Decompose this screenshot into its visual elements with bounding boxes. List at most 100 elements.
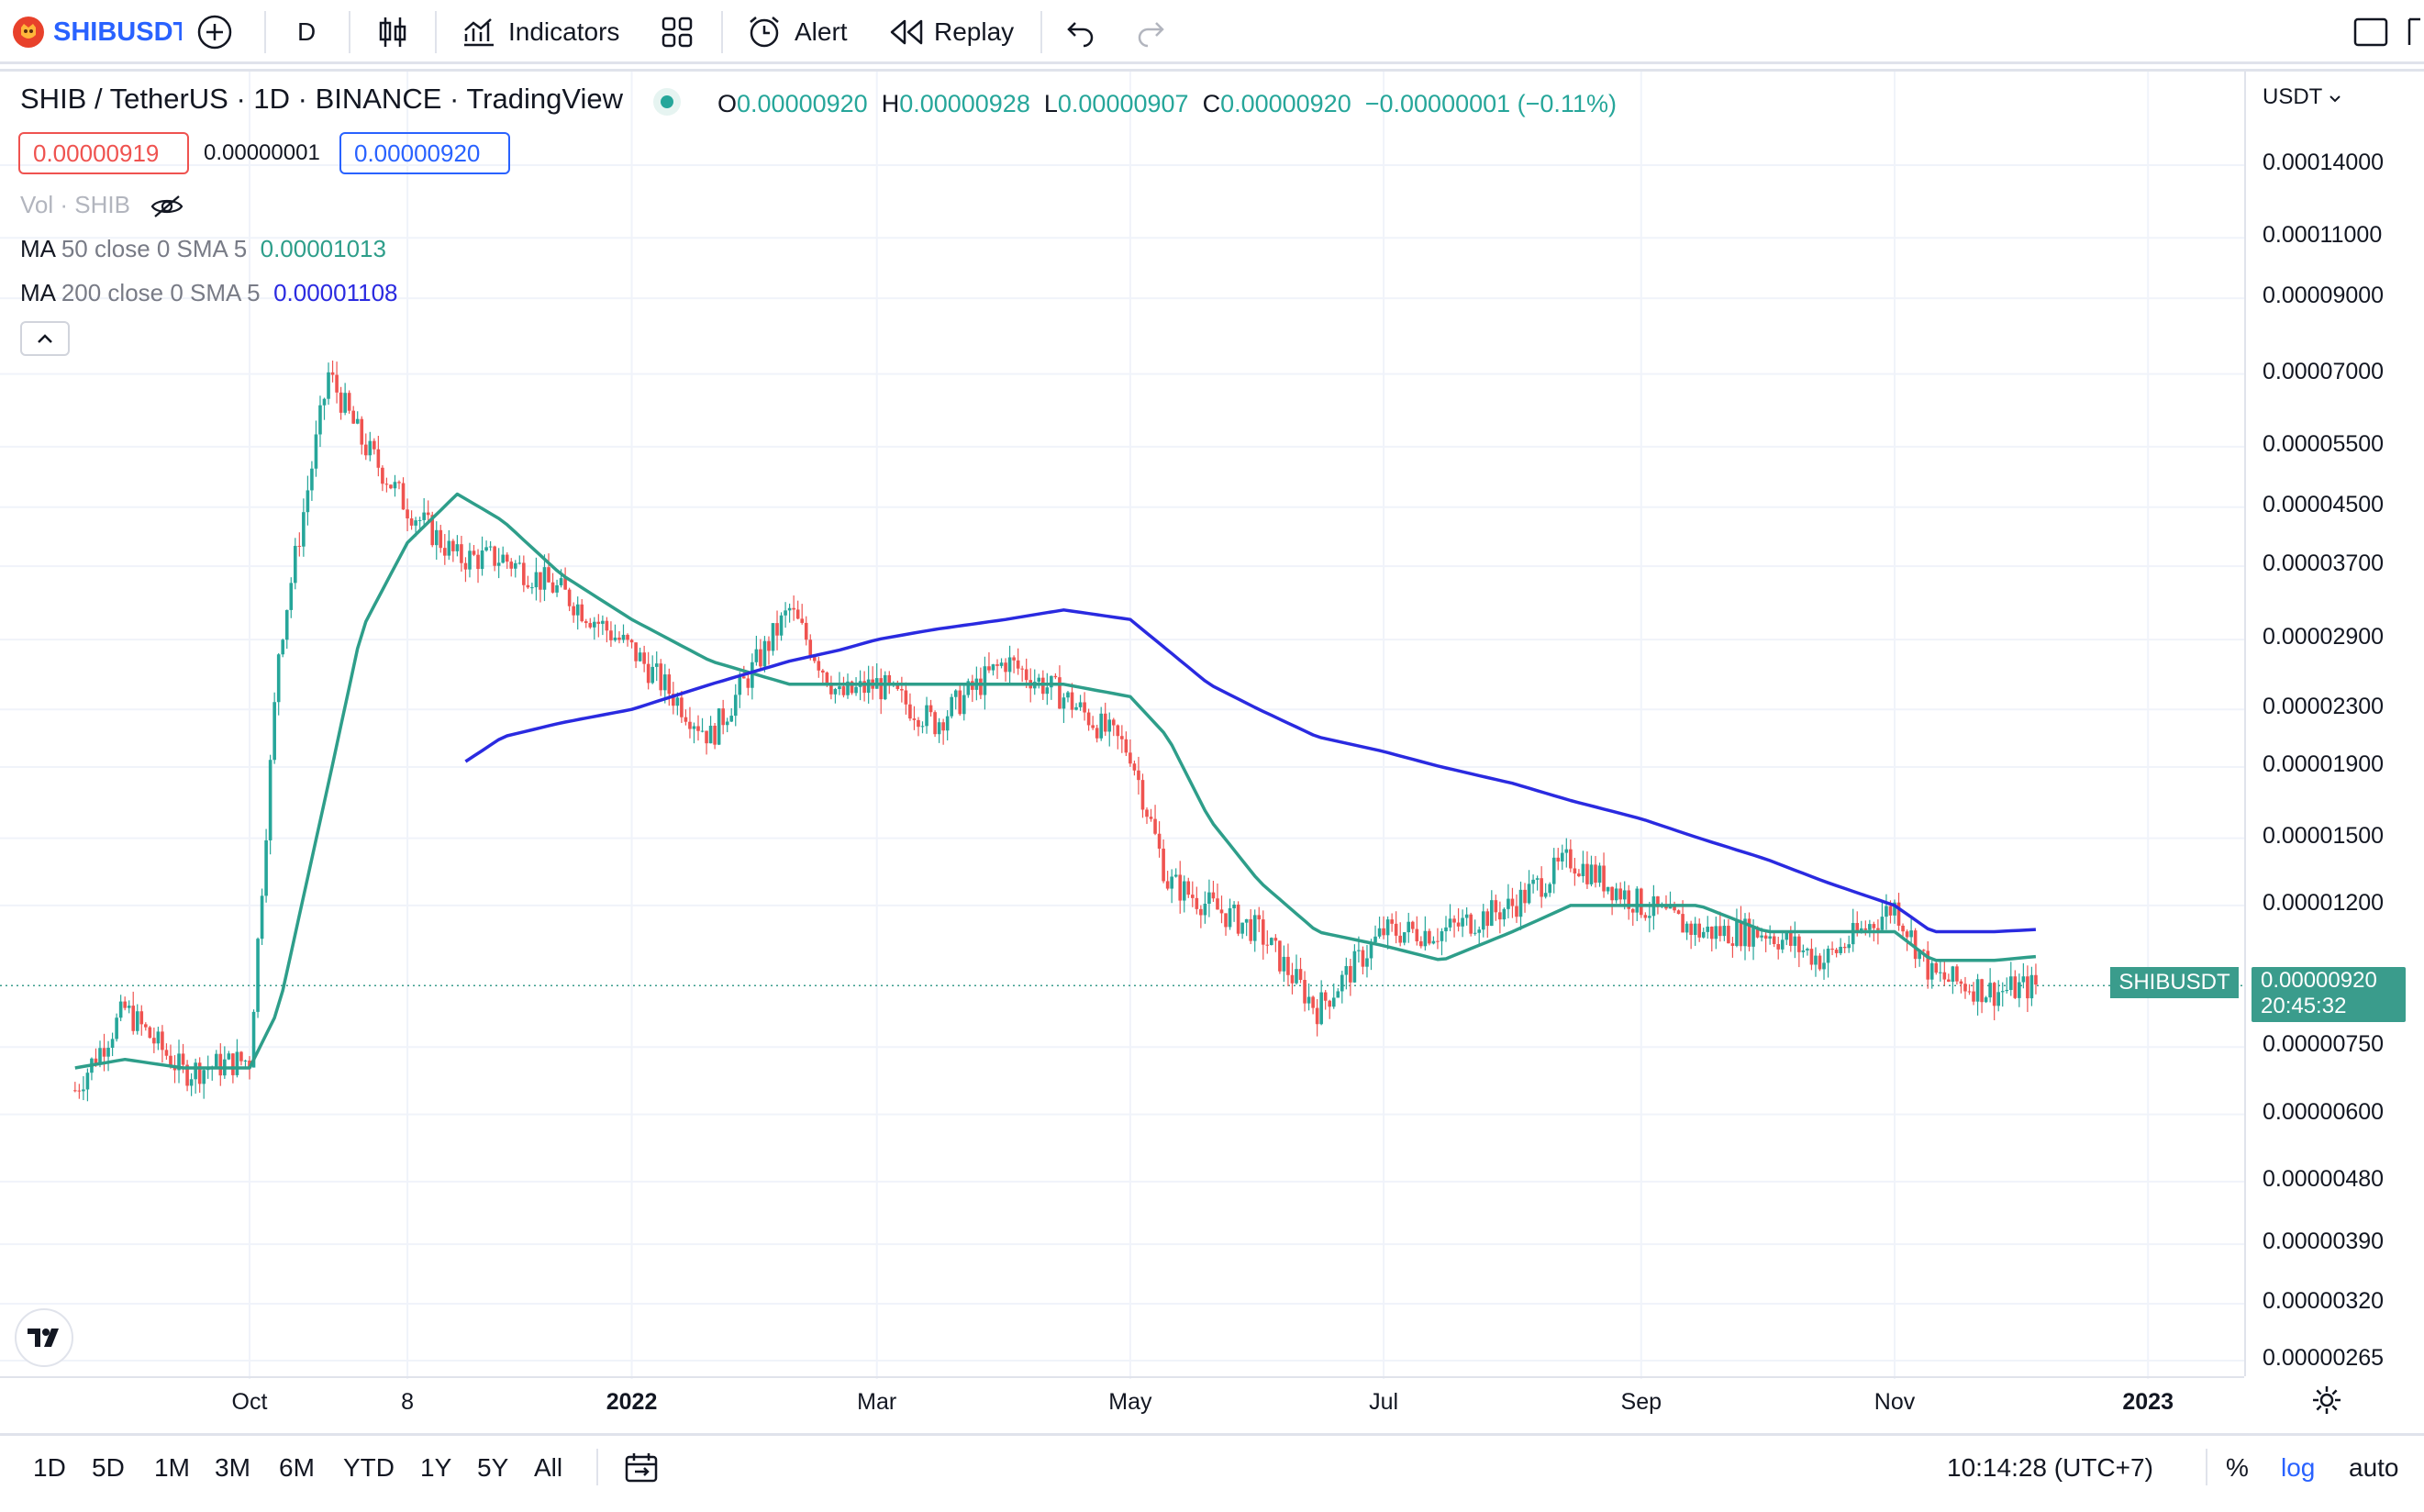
settings-button[interactable] <box>2310 1384 2343 1421</box>
candle-body <box>1972 991 1975 1002</box>
candle-body <box>1456 922 1461 927</box>
candle-body <box>1419 940 1423 947</box>
chevron-down-icon <box>2329 95 2341 103</box>
symbol-search[interactable]: SHIBUSDT <box>13 0 182 64</box>
candle-body <box>2018 982 2021 998</box>
layout-button[interactable] <box>661 0 694 64</box>
interval-button[interactable]: D <box>297 0 316 64</box>
candle-body <box>1344 965 1349 975</box>
volume-indicator[interactable]: Vol · SHIB <box>20 191 184 220</box>
range-button-1d[interactable]: 1D <box>33 1453 66 1482</box>
candle-body <box>991 664 995 671</box>
indicators-button[interactable]: Indicators <box>461 0 619 64</box>
time-axis-label: Oct <box>231 1389 268 1415</box>
candle-body <box>1257 915 1262 920</box>
alert-button[interactable]: Alert <box>745 0 848 64</box>
sell-price-button[interactable]: 0.00000919 <box>18 132 189 174</box>
candle-body <box>1984 997 1988 1003</box>
range-button-5d[interactable]: 5D <box>92 1453 125 1482</box>
candle-body <box>1885 906 1888 917</box>
candle-body <box>330 372 335 375</box>
ma50-indicator[interactable]: MA 50 close 0 SMA 5 0.00001013 <box>20 235 386 263</box>
chart-title[interactable]: SHIB / TetherUS · 1D · BINANCE · Trading… <box>20 83 623 115</box>
candle-body <box>1199 908 1203 916</box>
candle-body <box>1140 780 1145 810</box>
candle-body <box>1697 923 1701 938</box>
candle-body <box>1942 972 1947 980</box>
candle-body <box>1689 923 1693 935</box>
candle-body <box>539 572 542 590</box>
candle-body <box>1298 969 1303 981</box>
alert-label: Alert <box>795 17 848 46</box>
log-scale-toggle[interactable]: log <box>2281 1453 2316 1482</box>
candle-body <box>310 468 314 491</box>
candle-body <box>1311 996 1315 1008</box>
fullscreen-button[interactable] <box>2352 0 2389 64</box>
candle-body <box>601 620 605 624</box>
candle-body <box>567 589 572 606</box>
ma50-params: 50 close 0 SMA 5 <box>61 235 248 262</box>
candle-body <box>426 512 430 516</box>
candle-body <box>1560 852 1564 862</box>
candle-body <box>708 726 713 744</box>
chart-pane[interactable] <box>0 69 2424 1436</box>
eye-hidden-icon[interactable] <box>150 193 184 220</box>
price-chart[interactable] <box>0 72 2424 1439</box>
candle-body <box>1448 918 1452 928</box>
candle-body <box>73 1090 77 1092</box>
market-status-dot[interactable] <box>653 88 681 116</box>
undo-button[interactable] <box>1064 0 1097 64</box>
toolbar-divider <box>264 11 266 53</box>
candle-body <box>941 722 945 731</box>
candle-body <box>1129 752 1132 764</box>
buy-price-button[interactable]: 0.00000920 <box>339 132 510 174</box>
shib-logo-icon <box>13 17 44 48</box>
candle-body <box>401 483 406 510</box>
range-button-1y[interactable]: 1Y <box>420 1453 452 1482</box>
currency-selector[interactable]: USDT <box>2263 84 2341 110</box>
candle-body <box>1273 938 1278 941</box>
percent-scale-toggle[interactable]: % <box>2226 1453 2249 1482</box>
range-button-ytd[interactable]: YTD <box>343 1453 395 1482</box>
current-price-value: 0.00000920 <box>2261 968 2377 993</box>
replay-button[interactable]: Replay <box>888 0 1014 64</box>
range-button-1m[interactable]: 1M <box>154 1453 190 1482</box>
tradingview-logo[interactable] <box>15 1308 73 1367</box>
range-button-3m[interactable]: 3M <box>215 1453 250 1482</box>
candle-body <box>1240 922 1244 934</box>
collapse-legend-button[interactable] <box>20 321 70 356</box>
compare-add-button[interactable] <box>196 0 233 64</box>
toolbar-divider <box>435 11 437 53</box>
candle-body <box>1336 991 1340 998</box>
candle-body <box>144 1024 148 1028</box>
candle-body <box>322 398 327 406</box>
ma200-indicator[interactable]: MA 200 close 0 SMA 5 0.00001108 <box>20 279 398 307</box>
range-button-all[interactable]: All <box>534 1453 563 1482</box>
candle-body <box>1340 974 1344 992</box>
candle-body <box>1431 940 1436 944</box>
candle-body <box>1751 927 1755 947</box>
chart-type-button[interactable] <box>376 0 409 64</box>
range-button-6m[interactable]: 6M <box>279 1453 315 1482</box>
candle-body <box>1315 1007 1319 1025</box>
candle-body <box>1531 879 1535 884</box>
go-to-date-button[interactable] <box>624 1436 659 1500</box>
candle-body <box>1809 949 1814 965</box>
candle-body <box>2021 976 2026 983</box>
candle-body <box>1020 668 1024 670</box>
toolbar-divider <box>349 11 350 53</box>
candle-body <box>1585 863 1589 884</box>
candle-body <box>559 578 563 585</box>
candle-body <box>414 520 417 526</box>
redo-button[interactable] <box>1134 0 1167 64</box>
candle-body <box>297 545 302 547</box>
candle-body <box>605 620 609 631</box>
range-button-5y[interactable]: 5Y <box>477 1453 509 1482</box>
timezone-clock[interactable]: 10:14:28 (UTC+7) <box>1947 1453 2153 1482</box>
candle-body <box>1182 881 1186 901</box>
auto-scale-toggle[interactable]: auto <box>2349 1453 2399 1482</box>
candle-body <box>1252 915 1257 941</box>
candle-body <box>937 722 941 735</box>
more-menu-edge[interactable] <box>2406 0 2424 64</box>
candle-body <box>784 610 787 616</box>
